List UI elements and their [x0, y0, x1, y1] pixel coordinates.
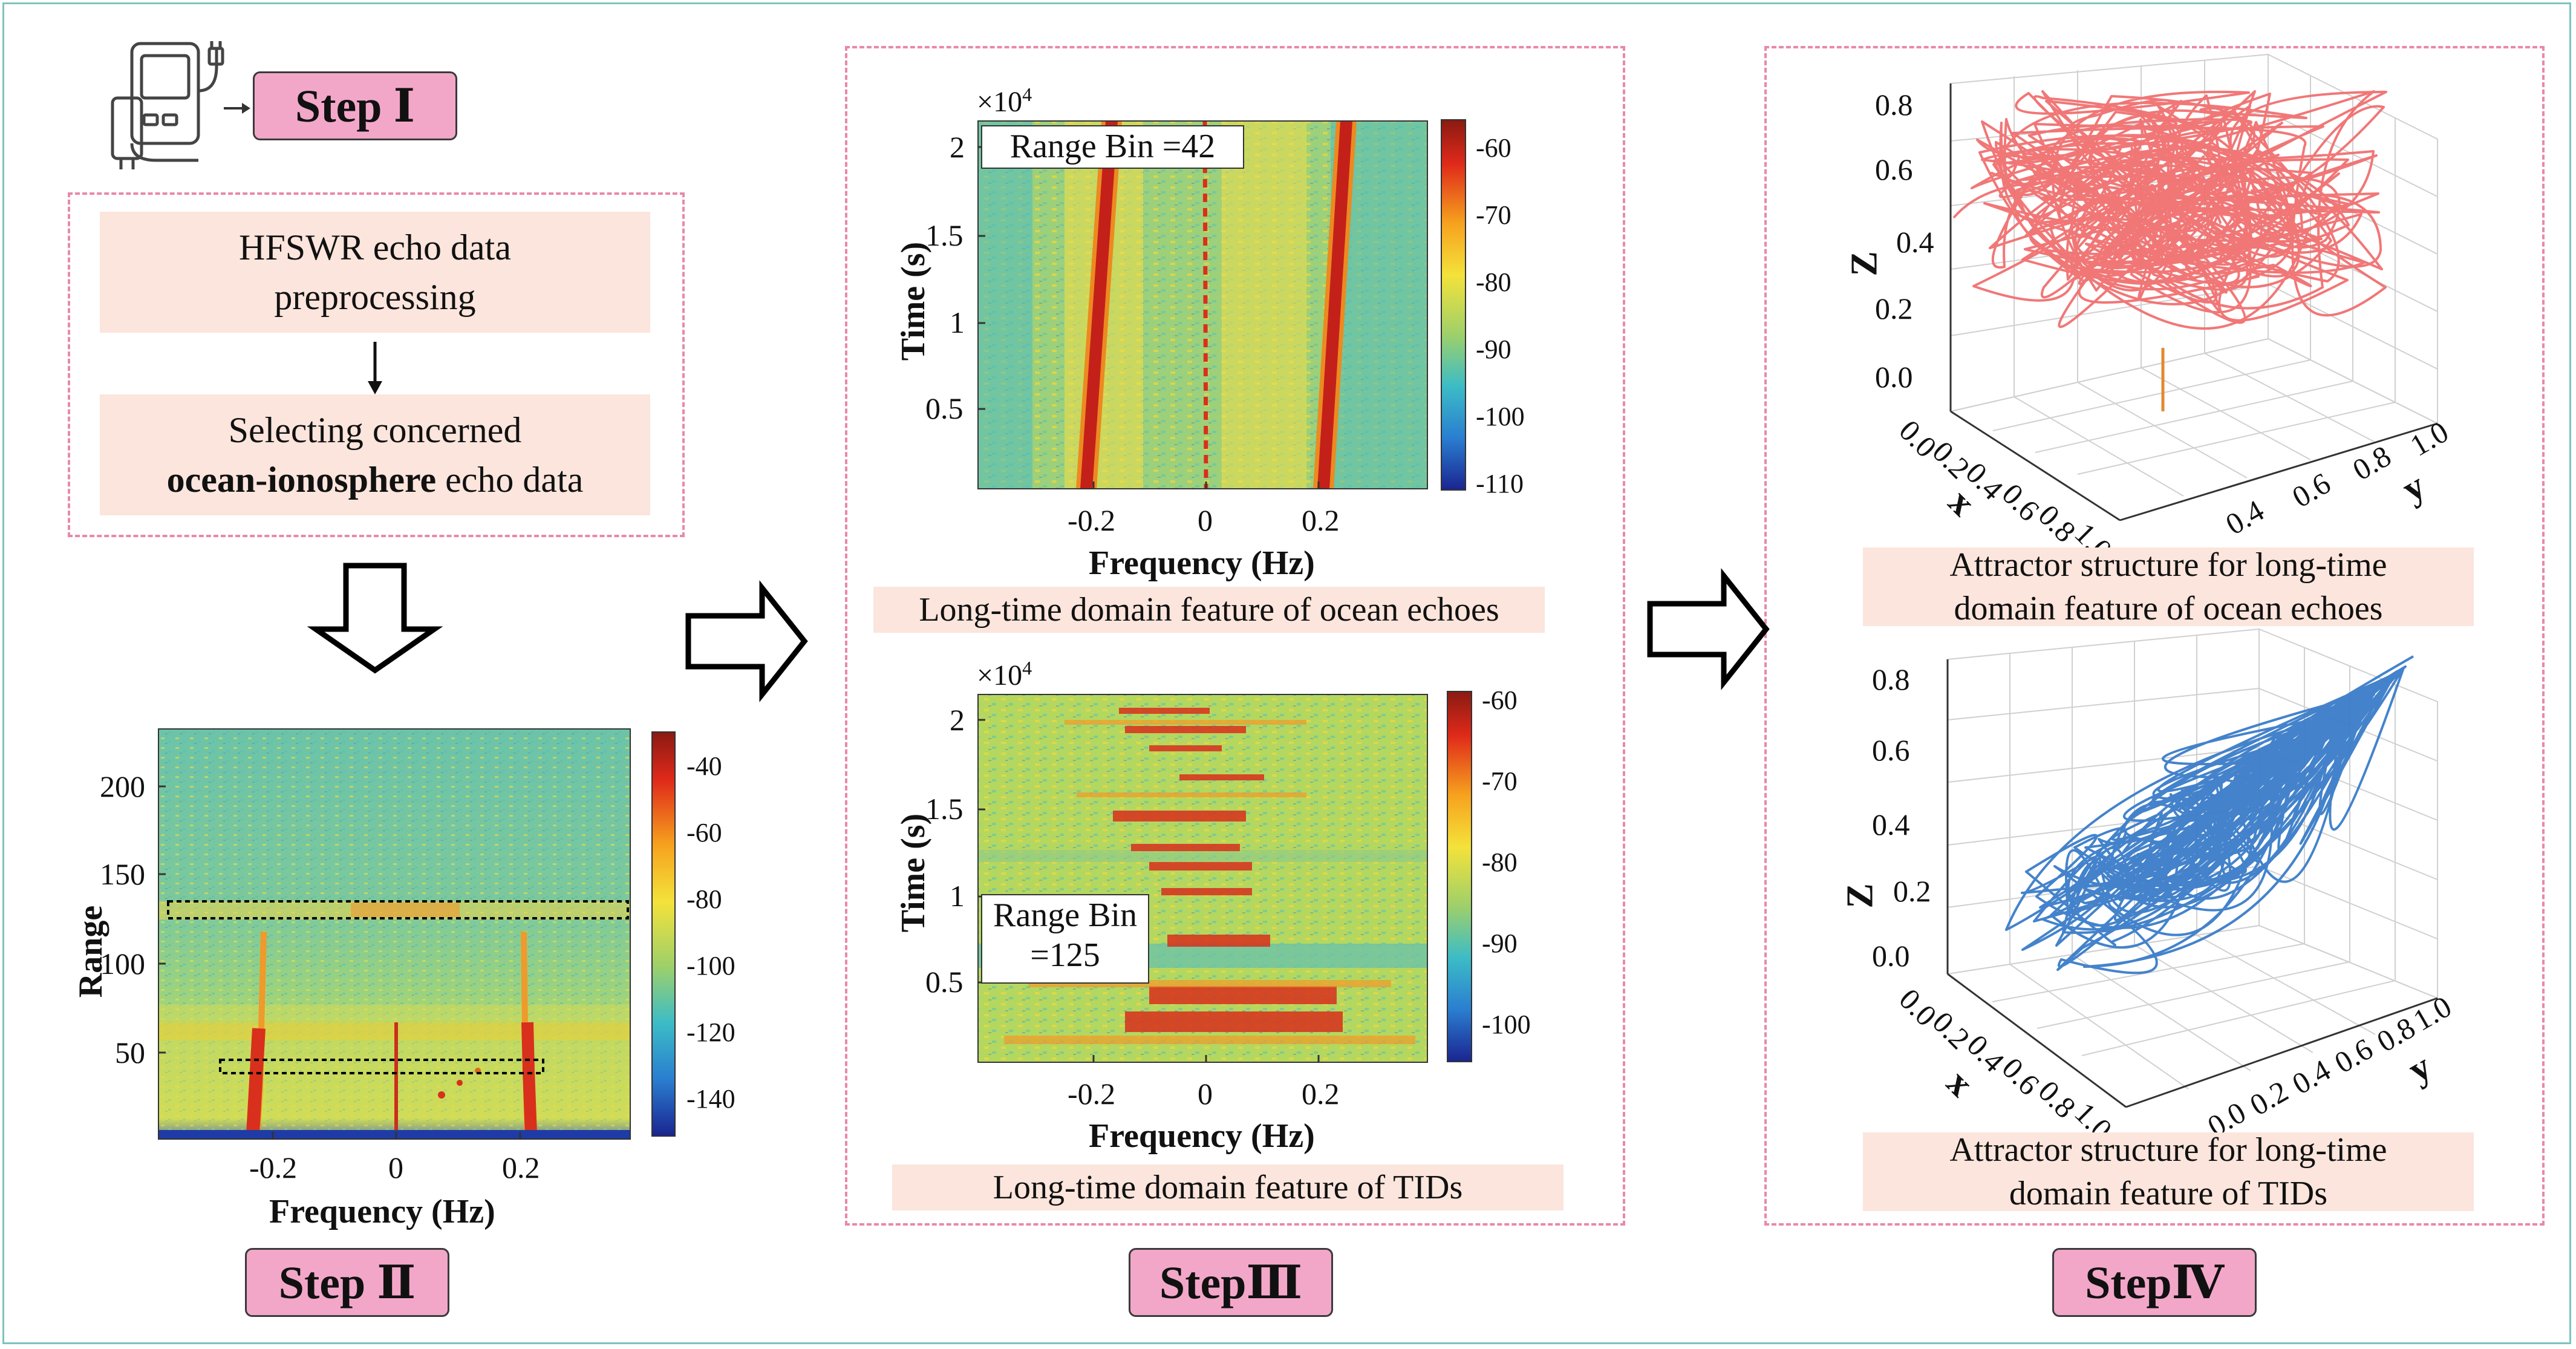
preprocess-line2: preprocessing	[274, 277, 476, 317]
att1-caption-line2: domain feature of ocean echoes	[1954, 590, 2383, 627]
step3-panel	[845, 46, 1625, 1226]
preprocess-box: HFSWR echo data preprocessing	[100, 212, 650, 333]
rd-cb-100: -100	[686, 951, 735, 981]
step1-label: Step Ⅰ	[253, 71, 457, 140]
rd-cb-120: -120	[686, 1017, 735, 1047]
tid-cb-60: -60	[1482, 685, 1518, 715]
selection-rest-text: echo data	[436, 460, 584, 500]
att1-caption: Attractor structure for long-time domain…	[1863, 546, 2474, 627]
hollow-arrow-down-icon	[307, 563, 443, 674]
selection-bold-text: ocean-ionosphere	[166, 460, 437, 500]
attractor-ocean-plot	[1949, 53, 2439, 521]
rd-xtick-0: 0	[388, 1151, 403, 1184]
ocean-xtick-neg02: -0.2	[1068, 503, 1116, 537]
tid-range-bin-line2: =125	[1030, 936, 1100, 974]
tid-cb-100: -100	[1482, 1010, 1531, 1039]
tid-ylabel: Time (s)	[895, 813, 932, 933]
hollow-arrow-right-2-icon	[1647, 568, 1770, 690]
range-doppler-map	[158, 728, 676, 1140]
tid-range-bin-line1: Range Bin	[993, 897, 1137, 934]
att1-ztick-02: 0.2	[1875, 292, 1913, 325]
att1-ztick-04: 0.4	[1896, 225, 1934, 259]
rd-cb-60: -60	[686, 818, 722, 848]
ocean-cb-60: -60	[1476, 133, 1511, 163]
ocean-range-bin: Range Bin =42	[981, 125, 1244, 169]
ocean-exponent: ×104	[977, 83, 1032, 118]
tid-xtick-0: 0	[1198, 1077, 1213, 1111]
rd-ytick-200: 200	[100, 769, 145, 803]
step2-label: Step Ⅱ	[245, 1248, 449, 1317]
ocean-ylabel: Time (s)	[895, 241, 932, 361]
rd-cb-40: -40	[686, 751, 722, 781]
rd-xlabel: Frequency (Hz)	[269, 1193, 495, 1230]
att2-ztick-02: 0.2	[1893, 874, 1931, 908]
rd-xtick-02: 0.2	[502, 1151, 540, 1184]
att1-caption-line1: Attractor structure for long-time	[1949, 546, 2387, 584]
tid-exponent: ×104	[977, 657, 1032, 691]
selection-line2: ocean-ionosphere echo data	[167, 455, 584, 505]
tid-cb-70: -70	[1482, 766, 1518, 796]
att1-zlabel: Z	[1844, 251, 1885, 276]
hollow-arrow-right-1-icon	[685, 580, 808, 702]
ocean-cb-100: -100	[1476, 402, 1525, 431]
rd-cb-80: -80	[686, 884, 722, 914]
selection-box: Selecting concerned ocean-ionosphere ech…	[100, 394, 650, 515]
step4-panel	[1764, 46, 2545, 1226]
rd-ytick-100: 100	[100, 947, 145, 981]
rd-xtick-neg02: -0.2	[249, 1151, 298, 1184]
preprocess-panel	[68, 192, 685, 537]
selection-line1: Selecting concerned	[228, 410, 522, 450]
step4-label: StepⅣ	[2052, 1248, 2257, 1317]
spectrogram-tid	[977, 691, 1472, 1063]
ocean-xtick-02: 0.2	[1302, 503, 1340, 537]
attractor-tid-plot	[1946, 628, 2439, 1108]
tid-ytick-1: 1	[950, 879, 965, 913]
att1-ztick-06: 0.6	[1875, 152, 1913, 186]
device-icon	[111, 41, 224, 169]
arrow-right-small-icon	[224, 103, 250, 114]
preprocess-line1: HFSWR echo data	[239, 227, 511, 267]
ocean-xlabel: Frequency (Hz)	[1089, 544, 1315, 582]
tid-cb-80: -80	[1482, 848, 1518, 877]
tid-caption: Long-time domain feature of TIDs	[892, 1164, 1564, 1210]
att1-ztick-00: 0.0	[1875, 360, 1913, 394]
rd-ytick-150: 150	[100, 857, 145, 891]
ocean-ytick-05: 0.5	[925, 391, 964, 425]
ocean-cb-90: -90	[1476, 335, 1511, 364]
att2-caption: Attractor structure for long-time domain…	[1863, 1131, 2474, 1212]
att2-ztick-06: 0.6	[1872, 733, 1910, 767]
arrow-down-small-icon	[368, 342, 382, 394]
spectrogram-ocean	[977, 119, 1466, 491]
att2-ztick-04: 0.4	[1872, 808, 1910, 841]
ocean-cb-70: -70	[1476, 200, 1511, 230]
att2-ztick-00: 0.0	[1872, 939, 1910, 973]
ocean-cb-80: -80	[1476, 267, 1511, 297]
ocean-ytick-1: 1	[950, 305, 965, 339]
tid-xtick-02: 0.2	[1302, 1077, 1340, 1111]
rd-ytick-50: 50	[115, 1036, 145, 1070]
tid-cb-90: -90	[1482, 929, 1518, 958]
tid-ytick-05: 0.5	[925, 965, 964, 999]
att2-caption-line2: domain feature of TIDs	[2009, 1175, 2328, 1212]
tid-xlabel: Frequency (Hz)	[1089, 1117, 1315, 1155]
tid-ytick-2: 2	[950, 703, 965, 737]
rd-cb-140: -140	[686, 1084, 735, 1114]
ocean-ytick-2: 2	[950, 130, 965, 164]
ocean-caption: Long-time domain feature of ocean echoes	[873, 587, 1545, 633]
att1-ztick-08: 0.8	[1875, 88, 1913, 122]
att2-zlabel: Z	[1839, 883, 1881, 909]
att2-ztick-08: 0.8	[1872, 662, 1910, 696]
ocean-xtick-0: 0	[1198, 503, 1213, 537]
tid-ytick-15: 1.5	[925, 792, 964, 826]
ocean-ytick-15: 1.5	[925, 218, 964, 252]
tid-xtick-neg02: -0.2	[1068, 1077, 1116, 1111]
tid-range-bin: Range Bin =125	[981, 894, 1149, 984]
ocean-cb-110: -110	[1476, 469, 1524, 498]
att2-caption-line1: Attractor structure for long-time	[1949, 1131, 2387, 1169]
step3-label: StepⅢ	[1129, 1248, 1333, 1317]
